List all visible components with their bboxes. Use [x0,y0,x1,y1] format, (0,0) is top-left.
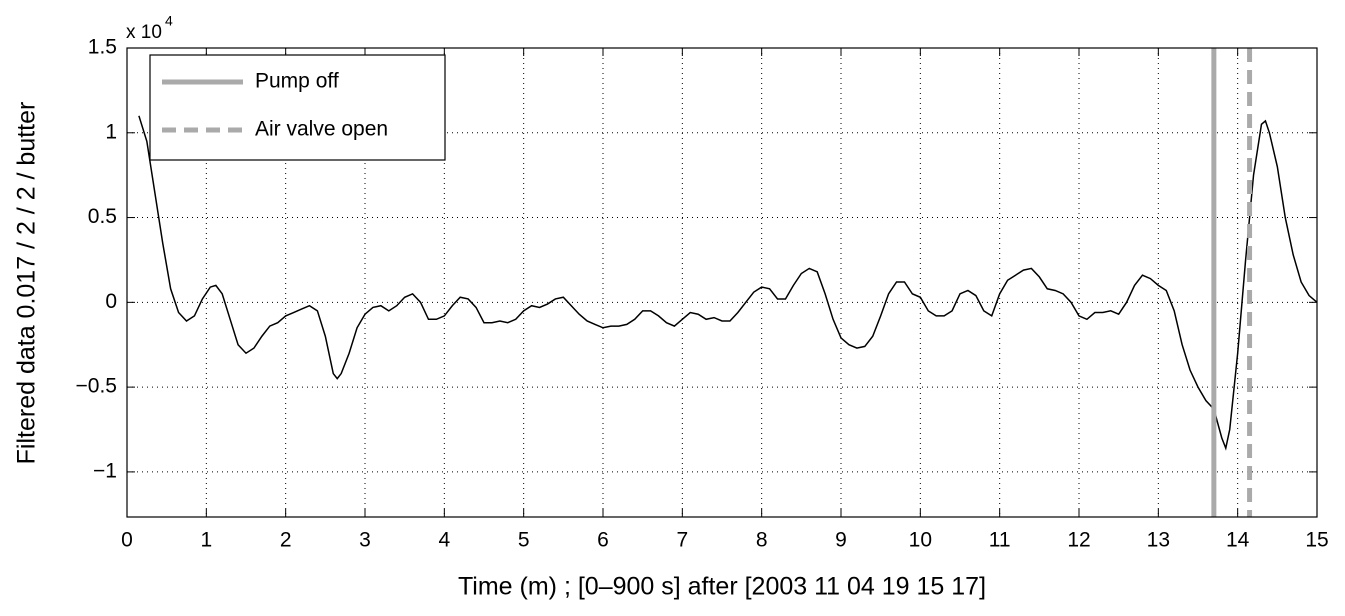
x-tick-label: 4 [438,529,450,552]
y-tick-label: 0.5 [88,205,117,228]
legend-box [149,54,446,161]
x-tick-label: 5 [518,529,530,552]
x-tick-label: 11 [989,529,1011,552]
y-tick-label: 1.5 [88,36,117,59]
y-tick-label: −1 [93,459,117,482]
x-axis-label: Time (m) ; [0–900 s] after [2003 11 04 1… [458,573,986,601]
y-tick-label: 0 [105,290,117,313]
data-line [138,115,1318,451]
x-tick-label: 8 [756,529,768,552]
x-tick-label: 15 [1305,529,1328,552]
x-tick-label: 7 [676,529,688,552]
x-tick-label: 10 [909,529,932,552]
x-tick-label: 13 [1147,529,1170,552]
x-tick-label: 12 [1067,529,1090,552]
x-tick-label: 2 [280,529,292,552]
y-tick-label: −0.5 [76,375,117,398]
y-axis-label: Filtered data 0.017 / 2 / 2 / butter [13,102,41,465]
x-tick-label: 9 [835,529,847,552]
legend-label: Pump off [255,70,339,93]
x-tick-label: 6 [597,529,609,552]
y-multiplier-exponent: 4 [165,13,173,29]
y-multiplier: x 10 [126,22,162,43]
axes-frame [126,47,1318,518]
x-tick-label: 1 [200,529,212,552]
x-tick-label: 14 [1226,529,1250,552]
legend-label: Air valve open [255,118,388,141]
x-tick-label: 0 [121,529,133,552]
x-tick-label: 3 [359,529,371,552]
y-tick-label: 1 [105,120,117,143]
